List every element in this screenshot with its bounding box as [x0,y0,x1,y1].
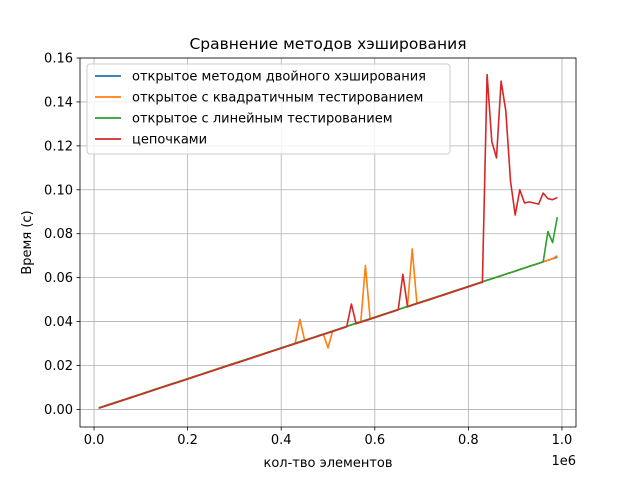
x-tick-label: 0.2 [177,433,198,448]
legend-label-1: открытое с квадратичным тестированием [132,91,423,106]
legend-label-0: открытое методом двойного хэширования [132,70,426,85]
legend: открытое методом двойного хэширования отк… [86,63,451,155]
x-tick-label: 0.0 [84,433,105,448]
y-tick-label: 0.08 [44,227,73,242]
x-tick-label: 1.0 [552,433,573,448]
series-line-2 [98,217,559,409]
x-axis-label: кол-тво элементов [263,456,392,471]
y-axis-label: Время (с) [20,210,35,274]
legend-label-3: цепочками [132,133,207,148]
chart-title: Сравнение методов хэширования [189,35,466,53]
y-tick-label: 0.00 [44,403,73,418]
series-line-1 [98,248,558,409]
x-tick-label: 0.6 [364,433,385,448]
y-tick-label: 0.06 [44,271,73,286]
y-tick-label: 0.10 [44,183,73,198]
series-line-3 [98,73,558,410]
x-tick-label: 0.8 [458,433,479,448]
x-axis-offset-label: 1e6 [551,454,576,469]
y-tick-label: 0.04 [44,315,73,330]
ticks: 0.0 0.2 0.4 0.6 0.8 1.0 0.00 0.02 0.04 0.06 0.08 0.… [44,52,572,449]
y-tick-label: 0.12 [44,139,73,154]
x-tick-label: 0.4 [271,433,292,448]
plot-frame [79,57,577,428]
y-tick-label: 0.02 [44,359,73,374]
legend-box [86,63,451,155]
y-tick-label: 0.16 [44,52,73,67]
series-layer [98,73,559,410]
y-tick-label: 0.14 [44,95,73,110]
legend-label-2: открытое с линейным тестированием [132,112,393,127]
